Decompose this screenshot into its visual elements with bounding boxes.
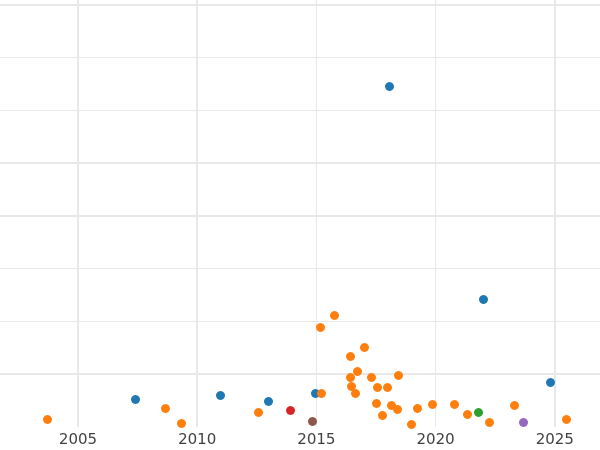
data-point-orange — [346, 373, 356, 383]
data-point-orange — [316, 322, 326, 332]
data-point-orange — [484, 418, 494, 428]
data-point-orange — [378, 411, 388, 421]
gridline-horizontal — [0, 267, 600, 270]
data-point-orange — [161, 403, 171, 413]
data-point-orange — [254, 408, 264, 418]
data-point-orange — [42, 414, 52, 424]
data-point-orange — [406, 420, 416, 430]
data-point-orange — [450, 400, 460, 410]
data-point-orange — [462, 410, 472, 420]
data-point-orange — [353, 366, 363, 376]
gridline-horizontal — [0, 56, 600, 59]
data-point-orange — [412, 403, 422, 413]
data-point-blue — [546, 377, 556, 387]
x-tick-label: 2005 — [58, 430, 98, 448]
gridline-vertical — [315, 0, 318, 427]
data-point-orange — [562, 414, 572, 424]
data-point-orange — [367, 373, 377, 383]
data-point-blue — [384, 81, 394, 91]
data-point-brown — [307, 416, 317, 426]
data-point-blue — [264, 396, 274, 406]
data-point-orange — [317, 388, 327, 398]
data-point-blue — [311, 389, 321, 399]
data-point-blue — [215, 391, 225, 401]
data-point-orange — [177, 419, 187, 429]
data-point-orange — [345, 352, 355, 362]
data-point-orange — [383, 383, 393, 393]
data-point-orange — [347, 382, 357, 392]
gridline-horizontal — [0, 162, 600, 164]
data-point-orange — [394, 371, 404, 381]
x-tick-label: 2015 — [297, 430, 336, 448]
gridline-horizontal — [0, 320, 600, 323]
x-tick-label: 2010 — [178, 430, 217, 448]
gridline-horizontal — [0, 109, 600, 112]
data-point-purple — [518, 418, 528, 428]
data-point-orange — [359, 343, 369, 353]
data-point-green — [474, 408, 484, 418]
data-point-orange — [427, 400, 437, 410]
gridline-horizontal — [0, 4, 600, 6]
data-point-orange — [373, 383, 383, 393]
gridline-vertical — [554, 0, 556, 427]
data-point-blue — [479, 295, 489, 305]
gridline-vertical — [434, 0, 437, 427]
gridline-horizontal — [0, 373, 600, 375]
x-tick-label: 2025 — [535, 430, 574, 448]
data-point-orange — [351, 389, 361, 399]
data-point-blue — [131, 394, 141, 404]
gridline-vertical — [196, 0, 198, 427]
gridline-horizontal — [0, 215, 600, 217]
data-point-orange — [371, 398, 381, 408]
data-point-orange — [329, 310, 339, 320]
gridline-vertical — [77, 0, 79, 427]
data-point-orange — [386, 401, 396, 411]
data-point-red — [286, 405, 296, 415]
data-point-orange — [393, 404, 403, 414]
data-point-orange — [510, 401, 520, 411]
x-tick-label: 2020 — [416, 430, 455, 448]
